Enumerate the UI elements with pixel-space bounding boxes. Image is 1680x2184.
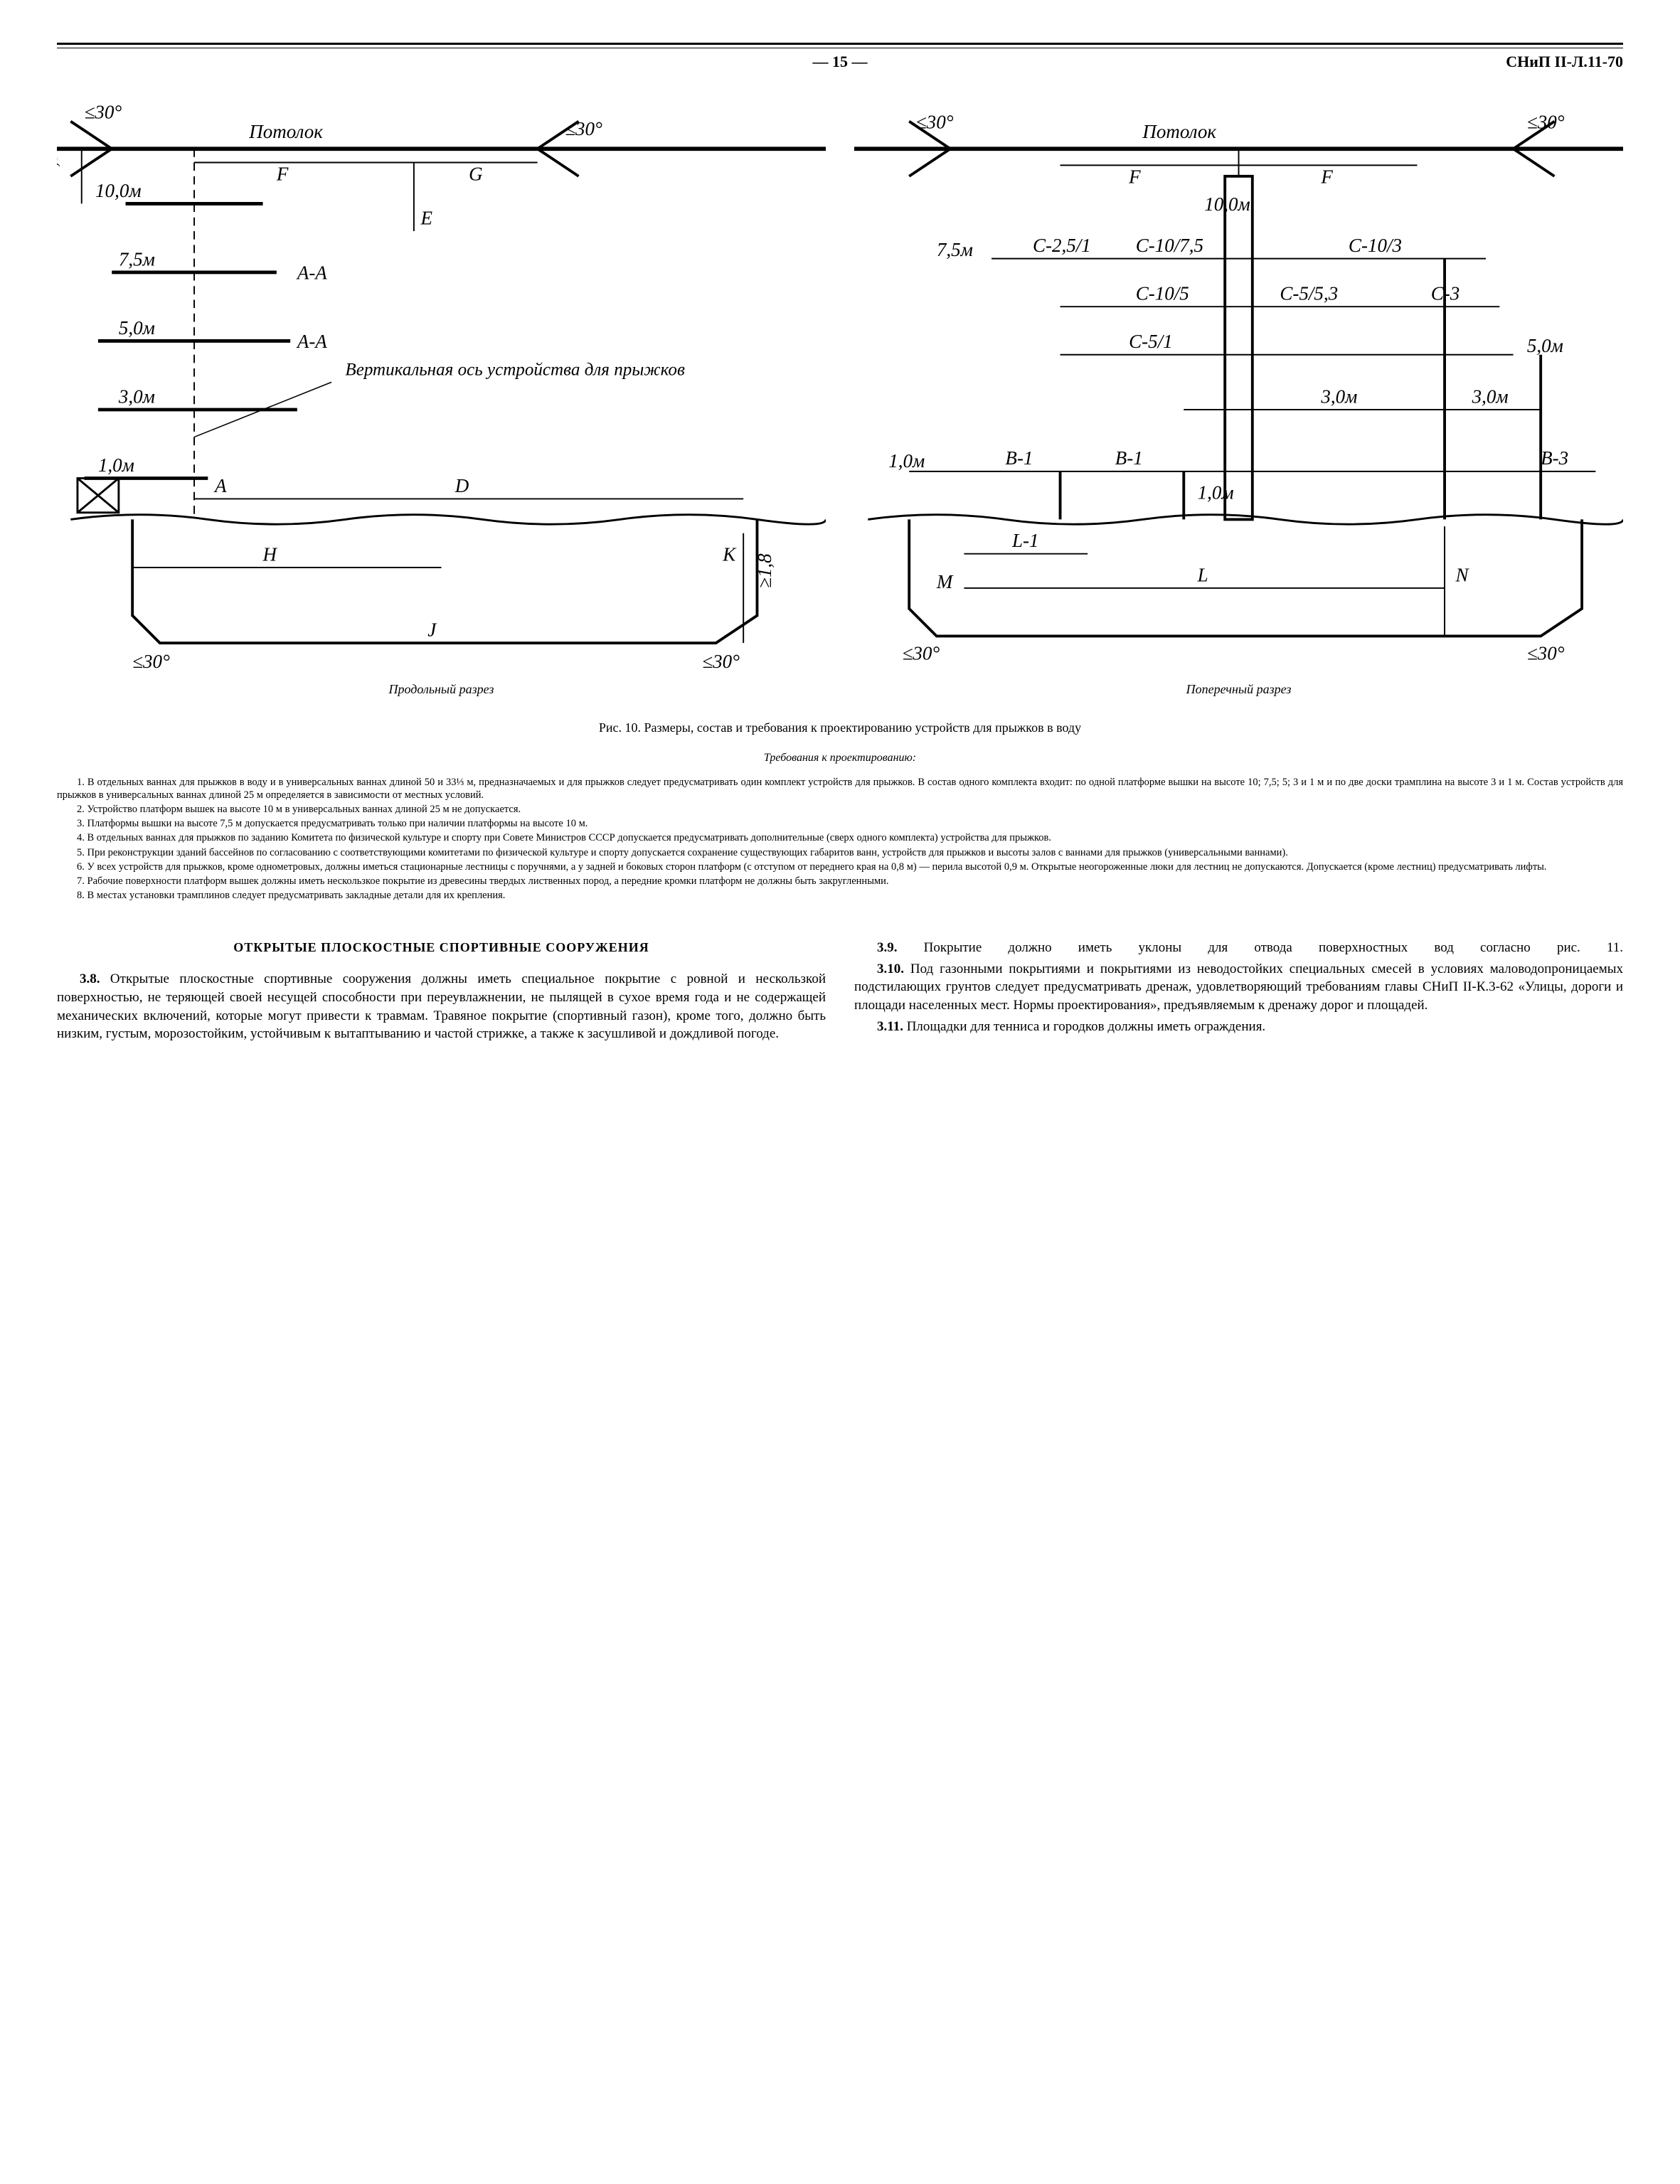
svg-text:С-5/1: С-5/1	[1129, 331, 1173, 352]
svg-text:1,0м: 1,0м	[98, 454, 134, 476]
req-6: 6. У всех устройств для прыжков, кроме о…	[57, 861, 1623, 873]
para-3-10: 3.10. Под газонными покрытиями и покрыти…	[854, 960, 1623, 1015]
section-title: ОТКРЫТЫЕ ПЛОСКОСТНЫЕ СПОРТИВНЫЕ СООРУЖЕН…	[57, 939, 826, 956]
svg-text:А: А	[213, 474, 227, 496]
svg-text:1,0м: 1,0м	[888, 450, 925, 472]
figure-right: ≤30° ≤30° Потолок F F 10,0м 7,5м С-2,5/1…	[854, 94, 1623, 698]
svg-text:10,0м: 10,0м	[95, 179, 142, 201]
figure-left-label: Продольный разрез	[57, 681, 826, 698]
requirements-block: 1. В отдельных ваннах для прыжков в воду…	[57, 776, 1623, 902]
svg-text:Потолок: Потолок	[248, 120, 323, 142]
svg-text:D: D	[454, 474, 469, 496]
requirements-title: Требования к проектированию:	[57, 750, 1623, 766]
svg-text:3,0м: 3,0м	[118, 385, 155, 407]
svg-text:В-1: В-1	[1005, 447, 1033, 469]
svg-text:В-1: В-1	[1115, 447, 1143, 469]
svg-text:N: N	[1455, 564, 1469, 585]
svg-text:≥1,8: ≥1,8	[754, 553, 775, 588]
svg-text:≤30°: ≤30°	[1527, 642, 1565, 664]
figure-left: ≤30° ≤30° Потолок F G E 10,0м 7,5м 5,0м	[57, 94, 826, 698]
req-1: 1. В отдельных ваннах для прыжков в воду…	[57, 776, 1623, 801]
svg-text:С-5/5,3: С-5/5,3	[1280, 282, 1338, 304]
svg-text:С-10/7,5: С-10/7,5	[1136, 235, 1203, 256]
svg-text:F: F	[1320, 166, 1333, 187]
svg-text:M: M	[936, 571, 954, 592]
svg-text:10,0м: 10,0м	[1204, 193, 1250, 215]
svg-text:С-2,5/1: С-2,5/1	[1033, 235, 1091, 256]
page-number: — 15 —	[579, 51, 1101, 73]
svg-text:F: F	[276, 163, 289, 184]
svg-text:≤30°: ≤30°	[85, 101, 122, 122]
svg-text:7,5м: 7,5м	[119, 248, 155, 270]
svg-text:≤30°: ≤30°	[916, 111, 954, 132]
para-3-9: 3.9. Покрытие должно иметь уклоны для от…	[854, 939, 1623, 957]
figure-10: ≤30° ≤30° Потолок F G E 10,0м 7,5м 5,0м	[57, 94, 1623, 698]
svg-text:3,0м: 3,0м	[1472, 385, 1509, 407]
req-3: 3. Платформы вышки на высоте 7,5 м допус…	[57, 817, 1623, 830]
svg-text:Вертикальная ось устройства дл: Вертикальная ось устройства для прыжков	[345, 360, 685, 379]
svg-text:≤30°: ≤30°	[132, 651, 170, 671]
svg-text:3,0м: 3,0м	[1320, 385, 1357, 407]
svg-text:J: J	[427, 619, 437, 640]
svg-text:≤30°: ≤30°	[903, 642, 940, 664]
page-header: — 15 — СНиП II-Л.11-70	[57, 51, 1623, 73]
svg-text:7,5м: 7,5м	[937, 238, 973, 260]
svg-text:1,0м: 1,0м	[1198, 481, 1234, 503]
col-right: 3.9. Покрытие должно иметь уклоны для от…	[854, 903, 1623, 1046]
svg-text:E: E	[420, 207, 433, 228]
req-7: 7. Рабочие поверхности платформ вышек до…	[57, 875, 1623, 888]
req-5: 5. При реконструкции зданий бассейнов по…	[57, 846, 1623, 859]
svg-text:А-А: А-А	[296, 262, 327, 283]
para-3-11: 3.11. Площадки для тенниса и городков до…	[854, 1018, 1623, 1036]
svg-text:≤30°: ≤30°	[1527, 111, 1565, 132]
svg-text:А-А: А-А	[296, 331, 327, 352]
svg-text:F: F	[1128, 166, 1141, 187]
svg-text:≤30°: ≤30°	[565, 118, 602, 139]
svg-text:5,0м: 5,0м	[1527, 335, 1563, 356]
svg-text:L: L	[1197, 564, 1208, 585]
svg-text:В-3: В-3	[1541, 447, 1568, 469]
svg-text:H: H	[262, 543, 278, 565]
header-rule	[57, 43, 1623, 48]
svg-text:С-10/3: С-10/3	[1349, 235, 1402, 256]
req-8: 8. В местах установки трамплинов следует…	[57, 889, 1623, 902]
body-columns: ОТКРЫТЫЕ ПЛОСКОСТНЫЕ СПОРТИВНЫЕ СООРУЖЕН…	[57, 903, 1623, 1046]
doc-code: СНиП II-Л.11-70	[1101, 51, 1623, 73]
figure-caption: Рис. 10. Размеры, состав и требования к …	[57, 719, 1623, 736]
svg-text:≥2,5: ≥2,5	[57, 152, 61, 187]
col-left: ОТКРЫТЫЕ ПЛОСКОСТНЫЕ СПОРТИВНЫЕ СООРУЖЕН…	[57, 903, 826, 1046]
svg-text:5,0м: 5,0м	[119, 317, 155, 339]
figure-right-label: Поперечный разрез	[854, 681, 1623, 698]
req-4: 4. В отдельных ваннах для прыжков по зад…	[57, 831, 1623, 844]
svg-text:Потолок: Потолок	[1142, 120, 1216, 142]
svg-text:G: G	[469, 163, 483, 184]
para-3-8: 3.8. Открытые плоскостные спортивные соо…	[57, 970, 826, 1043]
svg-text:K: K	[722, 543, 737, 565]
req-2: 2. Устройство платформ вышек на высоте 1…	[57, 803, 1623, 816]
svg-text:≤30°: ≤30°	[702, 651, 740, 671]
svg-text:С-10/5: С-10/5	[1136, 282, 1189, 304]
svg-text:L-1: L-1	[1011, 530, 1039, 551]
